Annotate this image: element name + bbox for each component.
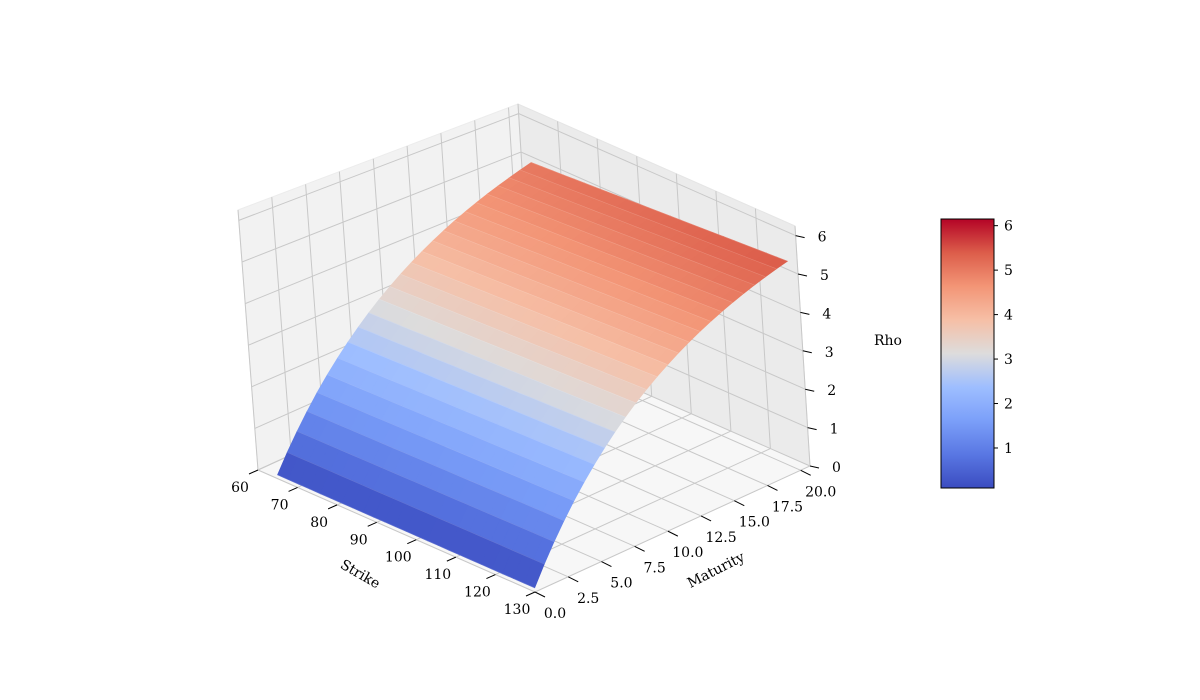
x-tick bbox=[248, 469, 259, 475]
surface-mesh-line bbox=[443, 230, 701, 332]
surface-mesh-line bbox=[316, 392, 575, 502]
y-tick-label: 5.0 bbox=[610, 576, 632, 592]
tick-marks bbox=[248, 235, 820, 598]
surface-mesh-line bbox=[379, 299, 636, 404]
x-tick bbox=[327, 504, 338, 510]
surface-mesh-line bbox=[421, 251, 679, 354]
y-tick bbox=[601, 561, 612, 568]
z-tick bbox=[809, 465, 820, 469]
gridline-z bbox=[238, 113, 796, 237]
surface-mesh-line bbox=[327, 374, 585, 483]
surface-patch bbox=[523, 559, 545, 589]
surface-mesh-line bbox=[465, 211, 722, 312]
surface-mesh-line bbox=[368, 312, 626, 418]
x-tick-label: 110 bbox=[424, 567, 451, 583]
z-tick-label: 1 bbox=[830, 422, 839, 438]
surface-mesh-line bbox=[411, 262, 668, 365]
x-tick-label: 90 bbox=[350, 532, 368, 548]
x-tick-label: 100 bbox=[385, 550, 412, 566]
z-tick-label: 0 bbox=[832, 460, 841, 476]
surface-mesh-line bbox=[347, 341, 605, 449]
z-tick bbox=[807, 427, 817, 431]
z-tick bbox=[795, 235, 805, 239]
y-tick bbox=[567, 576, 579, 583]
y-tick bbox=[667, 530, 679, 537]
z-tick-label: 6 bbox=[818, 230, 827, 246]
z-tick bbox=[805, 388, 815, 392]
surface-mesh-line bbox=[498, 185, 755, 286]
surface-mesh-line bbox=[358, 326, 616, 433]
surface-mesh-line bbox=[509, 177, 766, 278]
surface-mesh-line bbox=[306, 411, 565, 521]
x-tick bbox=[525, 591, 536, 597]
x-tick-label: 80 bbox=[310, 515, 328, 531]
z-tick-label: 2 bbox=[827, 383, 836, 399]
surface-mesh-line bbox=[337, 357, 595, 465]
surface-mesh-line bbox=[296, 431, 555, 542]
rho-surface bbox=[277, 162, 789, 589]
z-tick-label: 4 bbox=[822, 306, 831, 322]
surface-mesh-line bbox=[454, 220, 711, 322]
surface-mesh-line bbox=[487, 193, 744, 294]
z-axis-title: Rho bbox=[874, 333, 902, 349]
x-tick-label: 70 bbox=[271, 497, 289, 513]
surface-mesh-line bbox=[400, 273, 658, 377]
x-tick-label: 130 bbox=[504, 602, 531, 618]
x-tick bbox=[446, 556, 457, 562]
colorbar-tick-label: 4 bbox=[1004, 308, 1013, 324]
x-tick bbox=[486, 574, 496, 580]
surface-mesh-line bbox=[432, 240, 690, 343]
y-tick-label: 15.0 bbox=[739, 515, 770, 531]
colorbar-tick-label: 5 bbox=[1004, 263, 1013, 279]
surface-mesh-line bbox=[389, 286, 647, 390]
y-tick bbox=[800, 469, 811, 476]
z-tick-label: 3 bbox=[825, 345, 834, 361]
x-tick-label: 120 bbox=[464, 585, 491, 601]
x-tick bbox=[407, 539, 417, 545]
y-tick-label: 17.5 bbox=[772, 499, 803, 515]
y-tick-label: 20.0 bbox=[805, 484, 836, 500]
surface-mesh-line bbox=[531, 162, 788, 262]
surface-mesh-line bbox=[287, 452, 545, 565]
z-tick bbox=[800, 311, 810, 315]
colorbar-tick-label: 3 bbox=[1004, 352, 1013, 368]
y-tick bbox=[700, 515, 712, 522]
z-tick bbox=[797, 273, 808, 277]
y-tick-label: 0.0 bbox=[544, 606, 566, 622]
z-tick bbox=[802, 350, 812, 354]
x-tick bbox=[288, 486, 298, 492]
colorbar-tick-label: 1 bbox=[1004, 441, 1013, 457]
y-tick-label: 2.5 bbox=[577, 591, 599, 607]
surface-mesh-line bbox=[476, 202, 733, 303]
z-tick-label: 5 bbox=[820, 268, 829, 284]
surface-mesh-line bbox=[277, 474, 535, 589]
y-tick bbox=[534, 591, 546, 598]
x-tick bbox=[367, 521, 377, 527]
y-tick bbox=[767, 485, 778, 491]
y-tick-label: 7.5 bbox=[644, 560, 666, 576]
y-tick-label: 12.5 bbox=[705, 530, 736, 546]
colorbar-ticks: 1 2 3 4 5 6 bbox=[994, 219, 1013, 457]
x-axis-title: Strike bbox=[337, 557, 382, 592]
colorbar-tick-label: 6 bbox=[1004, 219, 1013, 235]
colorbar-tick-label: 2 bbox=[1004, 397, 1013, 413]
colorbar bbox=[940, 218, 995, 489]
y-tick-label: 10.0 bbox=[672, 545, 703, 561]
y-tick bbox=[634, 545, 645, 552]
x-tick-label: 60 bbox=[231, 480, 249, 496]
y-tick bbox=[734, 500, 745, 507]
surface-mesh-line bbox=[520, 169, 777, 270]
